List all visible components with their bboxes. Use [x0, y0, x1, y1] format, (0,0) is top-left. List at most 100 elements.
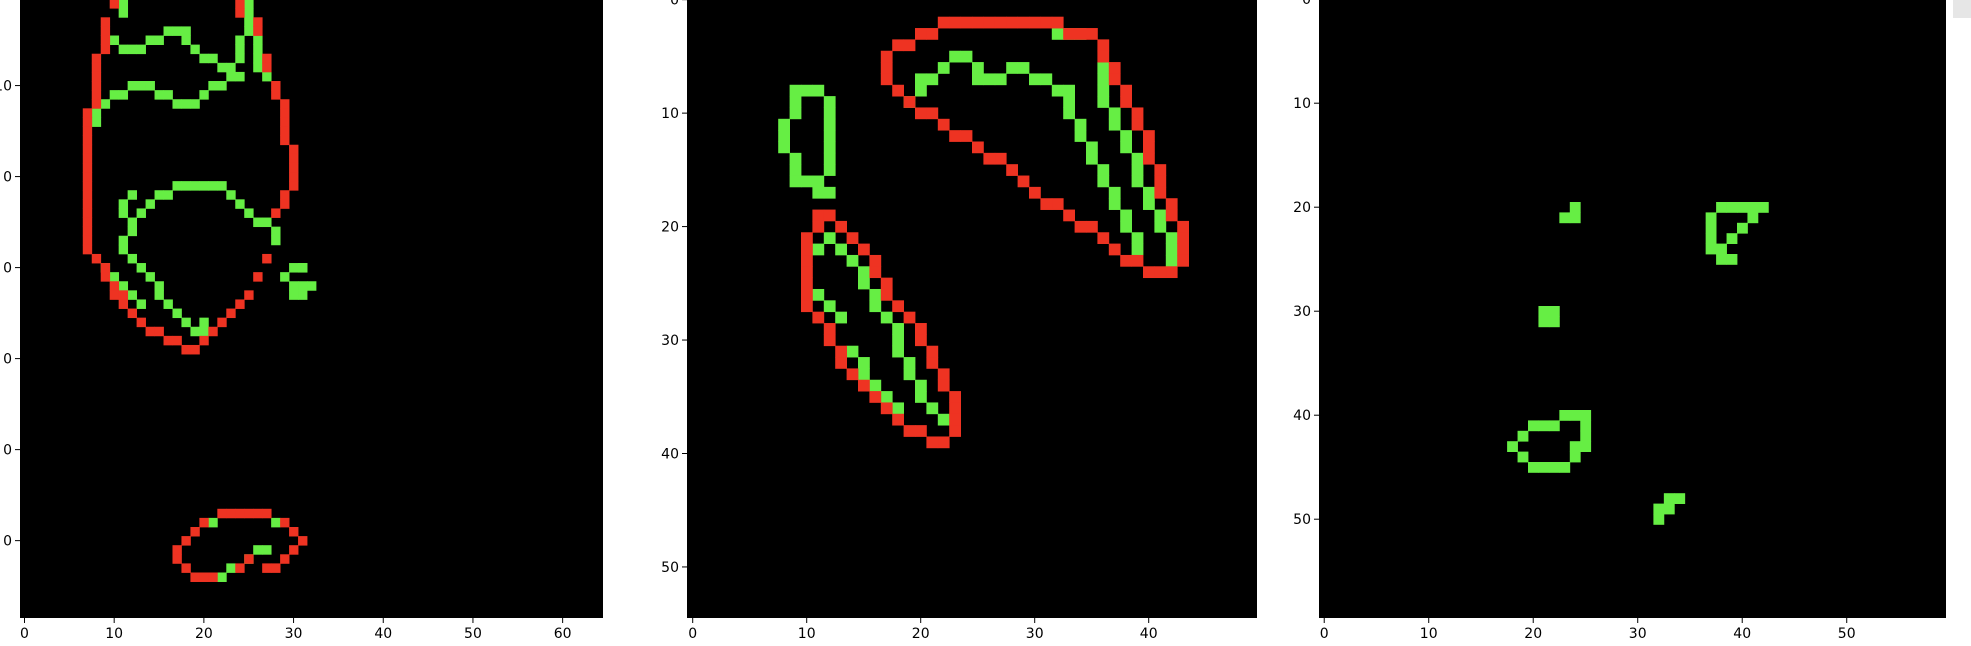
pixel-green — [858, 266, 870, 279]
pixel-green — [118, 0, 129, 9]
x-tick-label: 0 — [688, 626, 697, 642]
pixel-red — [181, 536, 191, 546]
pixel-red — [91, 99, 102, 109]
pixel-green — [778, 130, 790, 142]
pixel-green — [812, 243, 825, 256]
pixel-green — [880, 311, 893, 324]
pixel-green — [858, 357, 870, 369]
pixel-green — [181, 181, 191, 191]
pixel-green — [812, 175, 825, 188]
pixel-red — [880, 62, 893, 74]
pixel-red — [880, 402, 893, 415]
pixel-red — [1029, 16, 1041, 29]
pixel-red — [100, 44, 111, 55]
pixel-green — [789, 96, 802, 108]
pixel-red — [118, 290, 129, 300]
pixel-green — [1131, 175, 1144, 188]
y-tick-label: 0 — [3, 261, 12, 277]
pixel-green — [118, 244, 129, 255]
pixel-green — [118, 44, 129, 55]
pixel-green — [253, 53, 263, 64]
pixel-green — [262, 71, 272, 82]
pixel-red — [235, 508, 245, 519]
pixel-red — [1154, 175, 1167, 188]
pixel-red — [1017, 16, 1030, 29]
pixel-green — [1017, 62, 1030, 74]
pixel-red — [835, 220, 847, 233]
pixel-green — [1569, 202, 1581, 213]
pixel-green — [253, 217, 263, 228]
pixel-green — [307, 281, 317, 291]
pixel-red — [190, 526, 200, 537]
pixel-green — [812, 288, 825, 301]
pixel-red — [858, 243, 870, 256]
pixel-red — [109, 290, 120, 300]
pixel-red — [1097, 232, 1110, 244]
pixel-green — [217, 181, 227, 191]
pixel-green — [1716, 202, 1727, 213]
pixel-red — [1097, 39, 1110, 52]
pixel-green — [835, 311, 847, 324]
pixel-green — [145, 35, 155, 46]
pixel-red — [253, 508, 263, 519]
pixel-red — [949, 391, 961, 403]
pixel-red — [1131, 107, 1144, 120]
pixel-green — [190, 99, 200, 109]
pixel-red — [1165, 198, 1178, 210]
pixel-red — [1177, 243, 1189, 256]
pixel-red — [154, 326, 164, 337]
pixel-green — [1063, 96, 1075, 108]
pixel-green — [145, 272, 155, 282]
pixel-green — [778, 118, 790, 131]
y-tick-label: 50 — [661, 560, 679, 576]
pixel-red — [280, 117, 290, 127]
pixel-red — [994, 152, 1007, 165]
y-tick-label: 30 — [1293, 304, 1311, 320]
y-tick-label: 0 — [1302, 0, 1311, 8]
pixel-green — [1131, 243, 1144, 256]
pixel-green — [91, 108, 102, 118]
pixel-green — [1063, 107, 1075, 120]
pixel-green — [235, 44, 245, 55]
y-tick-label: 0 — [3, 534, 12, 550]
pixel-green — [199, 317, 209, 328]
pixel-green — [262, 545, 272, 555]
pixel-green — [1757, 202, 1769, 213]
pixel-green — [1548, 420, 1560, 432]
pixel-red — [289, 162, 299, 173]
pixel-red — [960, 130, 973, 142]
pixel-green — [869, 379, 882, 392]
scrollbar-corner[interactable] — [1953, 0, 1971, 18]
pixel-red — [262, 563, 272, 573]
y-tick-label: 0 — [3, 352, 12, 368]
pixel-green — [181, 99, 191, 109]
pixel-green — [1737, 202, 1748, 213]
pixel-green — [127, 190, 137, 200]
pixel-green — [858, 368, 870, 381]
pixel-green — [1716, 243, 1727, 255]
pixel-red — [1040, 16, 1053, 29]
pixel-red — [145, 326, 155, 337]
pixel-green — [163, 26, 173, 36]
pixel-green — [235, 71, 245, 82]
pixel-red — [271, 563, 281, 573]
pixel-red — [1097, 50, 1110, 63]
y-tick-label: 40 — [661, 446, 679, 462]
pixel-green — [1074, 130, 1087, 142]
pixel-green — [190, 326, 200, 337]
pixel-red — [235, 563, 245, 573]
pixel-green — [91, 117, 102, 127]
pixel-red — [82, 117, 93, 127]
pixel-green — [926, 73, 939, 86]
pixel-green — [289, 290, 299, 300]
pixel-green — [1747, 202, 1759, 213]
pixel-green — [127, 253, 137, 264]
pixel-green — [1705, 233, 1717, 244]
pixel-red — [91, 81, 102, 91]
pixel-green — [823, 164, 836, 176]
pixel-green — [789, 84, 802, 97]
pixel-red — [1108, 243, 1121, 256]
y-tick-label: 0 — [670, 0, 679, 9]
pixel-red — [926, 436, 939, 449]
pixel-red — [983, 152, 996, 165]
